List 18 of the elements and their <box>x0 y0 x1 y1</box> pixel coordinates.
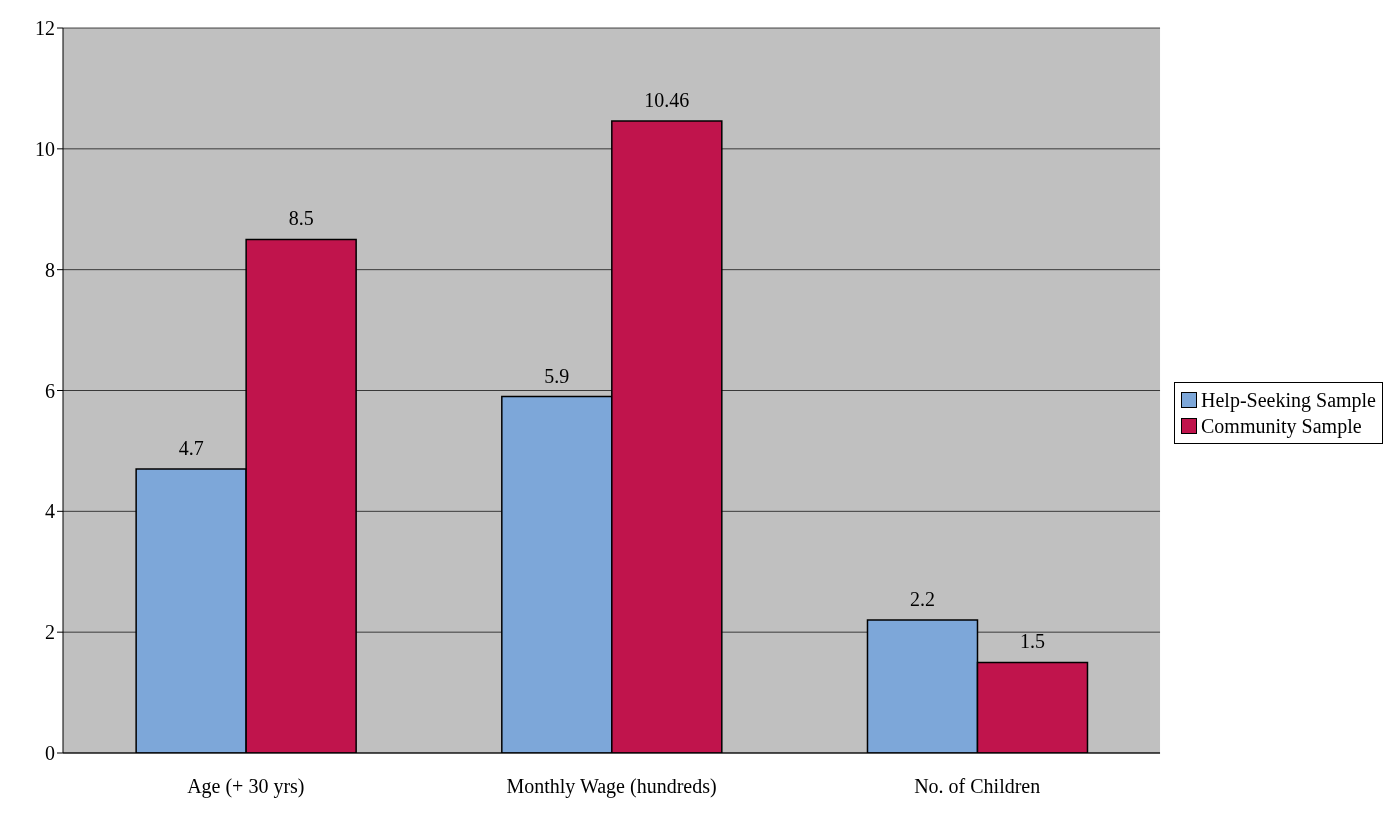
legend-label: Help-Seeking Sample <box>1201 387 1376 413</box>
data-label: 10.46 <box>644 89 690 112</box>
y-tick-label: 12 <box>35 17 55 40</box>
data-label: 5.9 <box>544 364 570 387</box>
x-tick-label: Age (+ 30 yrs) <box>187 775 305 799</box>
y-tick-label: 0 <box>45 742 55 765</box>
y-tick-label: 6 <box>45 379 55 402</box>
legend-label: Community Sample <box>1201 413 1362 439</box>
y-tick-label: 2 <box>45 621 55 644</box>
data-label: 4.7 <box>178 437 204 460</box>
data-label: 1.5 <box>1019 630 1045 653</box>
y-tick-label: 8 <box>45 258 55 281</box>
x-tick-label: Monthly Wage (hundreds) <box>506 775 717 799</box>
y-tick-label: 10 <box>35 137 55 160</box>
data-label: 8.5 <box>288 207 314 230</box>
x-tick-label: No. of Children <box>914 775 1041 798</box>
y-tick-label: 4 <box>45 500 55 523</box>
data-label: 2.2 <box>909 588 935 611</box>
